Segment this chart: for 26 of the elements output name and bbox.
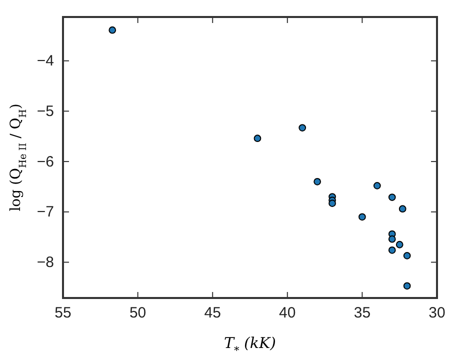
- point: [314, 178, 322, 186]
- point: [108, 26, 116, 34]
- point: [388, 194, 396, 201]
- point: [373, 182, 381, 190]
- point: [388, 235, 396, 243]
- x-axis-title: T$_{*}$ (kK): [224, 334, 276, 357]
- y-tick-label: −4: [36, 52, 54, 70]
- y-tick-label: −5: [36, 102, 54, 120]
- y-tick-label: −8: [36, 254, 54, 272]
- point: [298, 124, 306, 132]
- point: [398, 205, 406, 213]
- x-tick-label: 45: [204, 304, 221, 322]
- point: [388, 246, 396, 254]
- x-tick-label: 55: [54, 304, 72, 322]
- y-tick-label: −6: [36, 153, 54, 170]
- x-tick-label: 35: [354, 304, 371, 322]
- point: [403, 252, 411, 260]
- point: [396, 240, 404, 248]
- point: [254, 134, 262, 142]
- point: [358, 213, 366, 221]
- x-tick-label: 40: [279, 304, 296, 322]
- point: [328, 200, 336, 208]
- x-tick-label: 50: [129, 304, 146, 322]
- x-tick-label: 30: [428, 304, 446, 322]
- point: [403, 282, 411, 290]
- y-tick-label: −7: [36, 204, 54, 221]
